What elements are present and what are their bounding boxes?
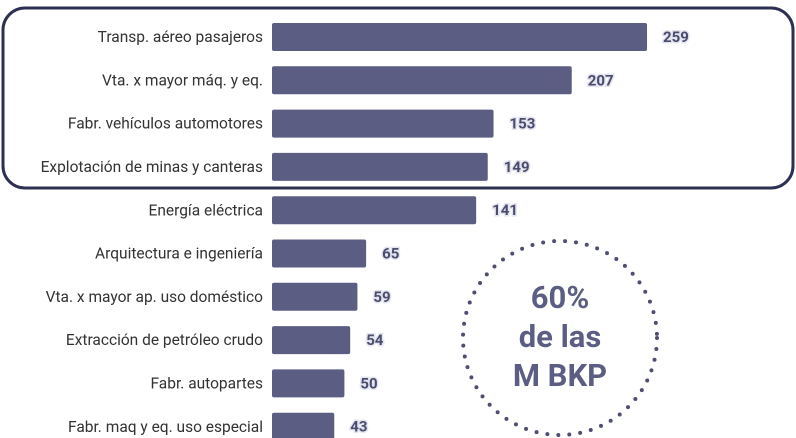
annotation: de las	[519, 318, 602, 355]
value-label: 65	[382, 244, 399, 262]
bar	[272, 239, 367, 268]
bar	[272, 412, 335, 438]
value-label: 207	[588, 71, 614, 89]
category-label: Explotación de minas y canteras	[41, 158, 263, 176]
category-label: Arquitectura e ingeniería	[95, 245, 263, 263]
category-label: Fabr. vehículos automotores	[68, 115, 263, 133]
value-label: 59	[373, 288, 390, 306]
bar	[272, 66, 572, 95]
value-label: 43	[350, 418, 367, 436]
value-label: 50	[360, 374, 377, 392]
bar	[272, 152, 488, 181]
category-label: Vta. x mayor ap. uso doméstico	[46, 288, 264, 306]
category-label: Energía eléctrica	[149, 201, 263, 219]
annotation: 60%	[531, 279, 590, 316]
bar	[272, 196, 477, 225]
category-label: Fabr. autopartes	[151, 374, 264, 392]
annotation: M BKP	[513, 357, 607, 394]
highlight-box	[1, 6, 795, 190]
value-label: 149	[504, 158, 530, 176]
value-label: 153	[510, 115, 536, 133]
category-label: Vta. x mayor máq. y eq.	[102, 71, 263, 89]
bar	[272, 282, 358, 311]
dotted-circle	[461, 239, 659, 437]
value-label: 259	[663, 28, 689, 46]
value-label: 141	[492, 201, 518, 219]
category-label: Transp. aéreo pasajeros	[98, 28, 263, 46]
bar	[272, 23, 648, 51]
bar	[272, 369, 345, 398]
bar	[272, 326, 351, 355]
category-label: Extracción de petróleo crudo	[66, 331, 263, 349]
value-label: 54	[366, 331, 384, 349]
bar	[272, 109, 494, 138]
category-label: Fabr. maq y eq. uso especial	[68, 418, 263, 436]
